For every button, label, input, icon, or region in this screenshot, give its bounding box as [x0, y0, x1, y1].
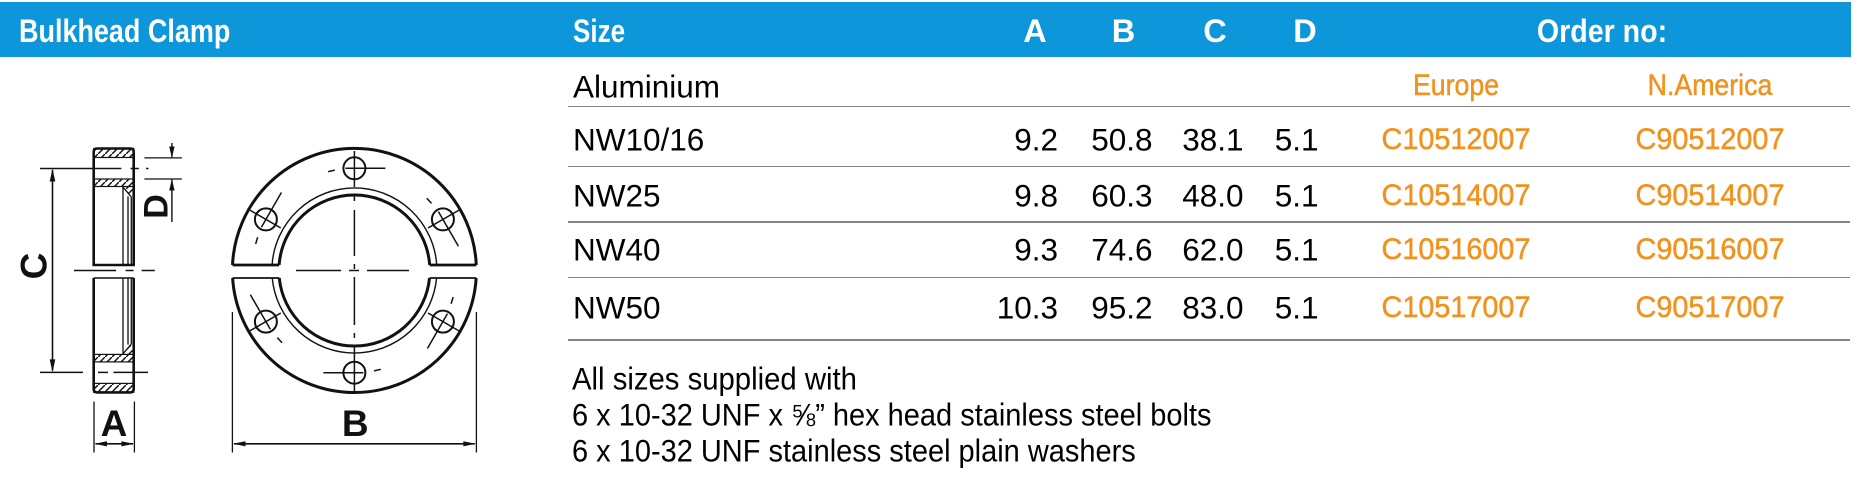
- svg-text:A: A: [101, 403, 128, 444]
- svg-text:D: D: [138, 194, 176, 219]
- svg-text:C: C: [14, 253, 55, 280]
- svg-text:B: B: [342, 403, 369, 444]
